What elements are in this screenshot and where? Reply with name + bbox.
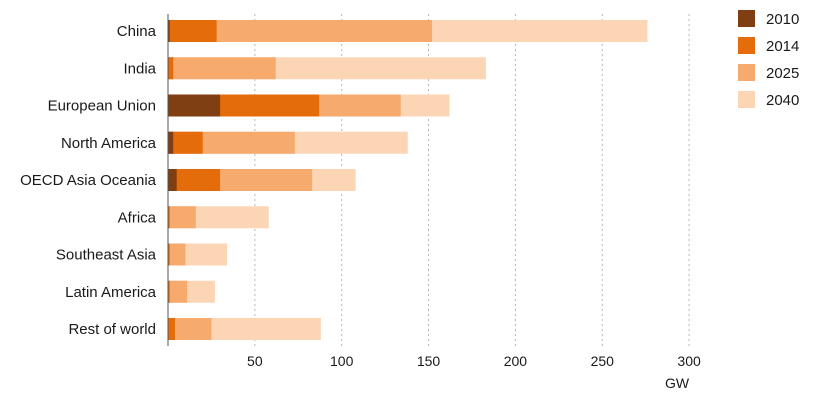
bar-2010 (168, 94, 221, 117)
bar-2010 (168, 20, 170, 42)
bar-2014 (168, 243, 170, 266)
bar-2025 (168, 20, 433, 42)
category-label: China (117, 23, 157, 40)
bar-2014 (168, 206, 170, 229)
legend-swatch (738, 91, 755, 108)
category-label: India (123, 60, 156, 77)
category-label: OECD Asia Oceania (20, 172, 157, 189)
legend-label: 2010 (766, 11, 799, 28)
legend: 2010 2014 2025 2040 (738, 10, 799, 109)
legend-swatch (738, 64, 755, 81)
x-tick-label: 300 (677, 353, 701, 369)
legend-swatch (738, 10, 755, 27)
x-tick-label: 200 (504, 353, 528, 369)
x-axis-label: GW (665, 375, 690, 391)
x-tick-label: 100 (330, 353, 354, 369)
bar-2014 (168, 57, 174, 80)
legend-label: 2040 (766, 92, 799, 109)
bar-2014 (168, 280, 170, 303)
bar-2025 (168, 206, 196, 229)
x-tick-labels: 50 100 150 200 250 300 (247, 353, 701, 369)
bar-2025 (168, 280, 188, 303)
bar-2014 (168, 318, 175, 340)
legend-label: 2014 (766, 38, 799, 55)
legend-swatch (738, 37, 755, 54)
x-tick-label: 150 (417, 353, 441, 369)
bars (168, 20, 648, 340)
category-label: Latin America (65, 284, 157, 301)
bar-2014 (168, 131, 203, 154)
legend-label: 2025 (766, 65, 799, 82)
category-label: Africa (118, 209, 157, 226)
bar-2014 (168, 169, 221, 191)
bar-2014 (168, 20, 217, 42)
bar-2025 (168, 243, 186, 266)
bar-2025 (168, 57, 276, 80)
category-label: Rest of world (68, 321, 156, 338)
bar-2025 (168, 318, 212, 340)
x-tick-label: 250 (591, 353, 615, 369)
category-label: North America (61, 135, 157, 152)
category-label: European Union (48, 98, 156, 115)
x-tick-label: 50 (247, 353, 263, 369)
category-label: Southeast Asia (56, 247, 157, 264)
bar-2010 (168, 131, 174, 154)
category-labels: China India European Union North America OEC… (20, 23, 157, 338)
bar-2010 (168, 169, 177, 191)
